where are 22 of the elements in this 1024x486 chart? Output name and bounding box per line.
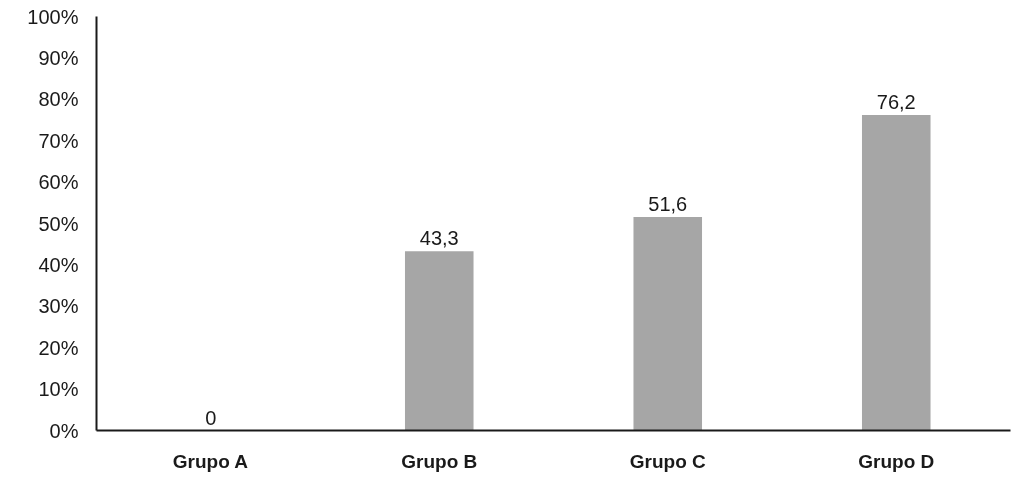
y-tick-label: 70% [38, 129, 79, 152]
bar [861, 115, 931, 431]
y-tick-label: 90% [38, 46, 79, 69]
data-label: 43,3 [419, 227, 459, 250]
data-label: 76,2 [876, 91, 916, 114]
x-tick-label: Grupo D [858, 450, 935, 472]
x-tick-label: Grupo C [629, 450, 707, 472]
x-tick-label: Grupo A [172, 450, 249, 472]
y-tick-label: 0% [49, 419, 79, 442]
bar [404, 251, 474, 431]
y-tick-label: 10% [38, 378, 79, 401]
data-label: 51,6 [648, 192, 688, 215]
y-tick-label: 60% [38, 171, 79, 194]
x-tick-label: Grupo B [401, 450, 478, 472]
y-tick-label: 30% [38, 295, 79, 318]
y-tick-label: 100% [27, 5, 79, 28]
bar [633, 216, 703, 431]
y-tick-label: 40% [38, 253, 79, 276]
y-tick-label: 80% [38, 88, 79, 111]
data-label: 0 [205, 406, 217, 429]
y-tick-label: 20% [38, 336, 79, 359]
y-tick-label: 50% [38, 212, 79, 235]
